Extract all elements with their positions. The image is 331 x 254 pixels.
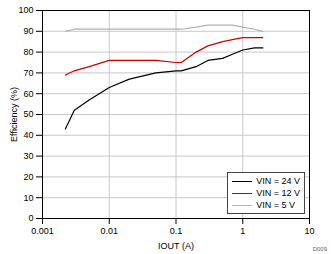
svg-text:80: 80 bbox=[23, 47, 33, 57]
svg-text:30: 30 bbox=[23, 151, 33, 161]
svg-text:40: 40 bbox=[23, 130, 33, 140]
svg-text:IOUT (A): IOUT (A) bbox=[158, 241, 194, 251]
svg-text:100: 100 bbox=[18, 5, 33, 15]
svg-text:0.1: 0.1 bbox=[170, 226, 183, 236]
svg-text:0.001: 0.001 bbox=[31, 226, 54, 236]
svg-text:0: 0 bbox=[28, 213, 33, 223]
html-text:D009: D009 bbox=[312, 246, 327, 252]
html-text:VIN = 5 V: VIN = 5 V bbox=[256, 200, 295, 210]
svg-text:10: 10 bbox=[304, 226, 314, 236]
html-text:VIN = 12 V: VIN = 12 V bbox=[256, 188, 300, 198]
svg-text:70: 70 bbox=[23, 68, 33, 78]
svg-text:10: 10 bbox=[23, 193, 33, 203]
html-text:VIN = 24 V: VIN = 24 V bbox=[256, 176, 300, 186]
svg-text:20: 20 bbox=[23, 172, 33, 182]
svg-text:Efficiency (%): Efficiency (%) bbox=[9, 87, 19, 142]
svg-text:1: 1 bbox=[240, 226, 245, 236]
svg-text:90: 90 bbox=[23, 26, 33, 36]
svg-text:60: 60 bbox=[23, 89, 33, 99]
svg-text:0.01: 0.01 bbox=[100, 226, 118, 236]
svg-text:50: 50 bbox=[23, 109, 33, 119]
